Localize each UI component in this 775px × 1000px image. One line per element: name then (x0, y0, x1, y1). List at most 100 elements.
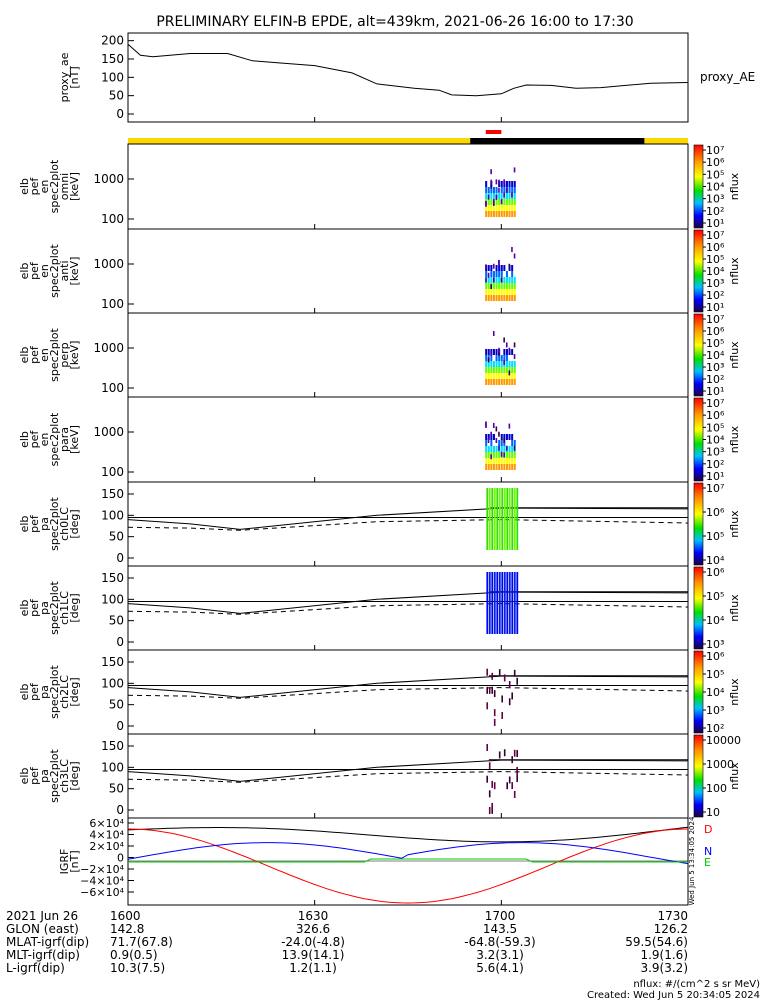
pa_ch2-dash-0-3 (486, 668, 488, 676)
en_anti-pixel-2-5 (490, 265, 493, 271)
en_perp-pixel-1-1 (487, 373, 490, 379)
ylabel-pa_ch2-0: elb (18, 684, 31, 701)
en_perp-dash-9-0 (508, 370, 511, 376)
pa_ch3-cbar-label-0: 10000 (706, 734, 741, 747)
ylabel-pa_ch0-4: ch0LC (58, 507, 71, 541)
ylabel-pa_ch3-0: elb (18, 768, 31, 785)
ylabel-pa_ch0-0: elb (18, 516, 31, 533)
pa_ch0-cbar-title: nflux (728, 510, 741, 538)
en_perp-dash-11-1 (513, 354, 516, 360)
pa_ch3-cbar-label-2: 100 (706, 782, 727, 795)
pa_ch2-dash-6-2 (501, 695, 503, 703)
pa_ch2-dash-3-2 (493, 690, 496, 698)
en_para-pixel-0-5 (485, 434, 488, 440)
pa_ch0-bar-9 (508, 488, 511, 550)
en_omni-dash-4-1 (495, 194, 498, 200)
en_para-dash-7-0 (503, 438, 505, 444)
orbit-cell-0-0: 1600 (110, 909, 141, 923)
en_perp-pixel-0-4 (485, 355, 488, 361)
en_omni-pixel-3-0 (492, 211, 495, 217)
en_para-pixel-11-0 (513, 464, 516, 470)
en_para-pixel-4-0 (495, 464, 498, 470)
en_para-dash-2-1 (490, 431, 492, 437)
en_perp-pixel-5-4 (498, 355, 501, 361)
en_anti-pixel-4-2 (495, 283, 498, 289)
en_omni-cbar-label-1: 10⁶ (706, 156, 725, 169)
pa_ch0-cbar-label-0: 10⁷ (706, 482, 724, 495)
series-line-proxy-ae (127, 43, 689, 97)
en_para-pixel-6-0 (500, 464, 503, 470)
en_perp-pixel-3-0 (492, 379, 495, 385)
en_para-pixel-5-4 (498, 440, 501, 446)
en_perp-pixel-10-5 (511, 349, 514, 355)
pa_ch3-dash-12-0 (516, 750, 518, 758)
ylabel-pa_ch2-4: ch2LC (58, 675, 71, 709)
ylabel-pa_ch0-3: spec2plot (48, 497, 61, 551)
en_perp-pixel-8-4 (505, 355, 508, 361)
en_anti-pixel-9-0 (508, 295, 511, 301)
pa_ch0-bar-6 (501, 488, 504, 550)
en_anti-pixel-10-5 (511, 265, 514, 271)
ylabel-en_omni-1: pef (28, 177, 41, 196)
en_omni-pixel-10-4 (511, 187, 514, 193)
en_para-pixel-6-5 (500, 434, 503, 440)
pa_ch0-ytick-label-0: 150 (101, 487, 124, 501)
en_perp-pixel-2-0 (490, 379, 493, 385)
en_perp-colorbar (693, 313, 704, 397)
en_omni-pixel-5-1 (498, 205, 501, 211)
en_omni-ytick-label-1: 100 (101, 212, 124, 226)
ylabel-en_anti-2: en (38, 264, 51, 278)
en_omni-pixel-10-1 (511, 205, 514, 211)
en_para-pixel-9-0 (508, 464, 511, 470)
pa_ch0-bar-2 (491, 488, 494, 550)
en_omni-cbar-label-0: 10⁷ (706, 144, 724, 157)
en_anti-pixel-6-1 (500, 289, 503, 295)
en_omni-pixel-11-1 (513, 205, 516, 211)
ylabel-pa_ch2-5: [deg] (68, 677, 81, 706)
en_omni-colorbar (693, 144, 704, 229)
pa_ch2-dash-5-2 (498, 669, 501, 677)
en_para-dash-4-1 (495, 438, 498, 444)
en_anti-pixel-3-2 (492, 283, 495, 289)
en_anti-pixel-5-2 (498, 283, 501, 289)
en_para-pixel-3-2 (492, 452, 495, 458)
en_omni-pixel-4-4 (495, 187, 498, 193)
en_para-pixel-9-2 (508, 452, 511, 458)
pa_ch1-cbar-label-0: 10⁶ (706, 566, 725, 579)
igrf-d (127, 828, 689, 904)
ylabel-pa_ch1-2: pa (38, 601, 51, 615)
en_perp-pixel-10-3 (511, 361, 514, 367)
en_perp-dash-5-0 (498, 350, 500, 356)
en_anti-pixel-1-5 (487, 265, 490, 271)
orbit-row-label-1: GLON (east) (6, 922, 79, 936)
igrf-ytick-label-0: 6×10⁴ (89, 817, 124, 830)
en_anti-pixel-7-2 (503, 283, 506, 289)
en_perp-pixel-11-0 (513, 379, 516, 385)
ylabel-igrf-0: IGRF (58, 849, 71, 875)
ylabel-en_para-0: elb (18, 431, 31, 448)
en_omni-dash-8-1 (505, 187, 508, 193)
orbit-cell-1-3: 126.2 (654, 922, 688, 936)
en_perp-pixel-1-5 (487, 349, 490, 355)
orbit-row-label-0: 2021 Jun 26 (6, 909, 78, 923)
igrf-total (127, 826, 689, 843)
pa_ch1-colorbar (693, 566, 704, 650)
en_perp-pixel-2-3 (490, 361, 493, 367)
en_omni-pixel-7-1 (503, 205, 506, 211)
en_anti-pixel-11-3 (513, 277, 516, 283)
en_anti-cbar-label-0: 10⁷ (706, 229, 724, 242)
en_omni-pixel-2-4 (490, 187, 493, 193)
pa_ch1-cbar-label-2: 10⁴ (706, 614, 725, 627)
en_omni-pixel-11-0 (513, 211, 516, 217)
en_omni-pixel-8-3 (505, 193, 508, 199)
en_anti-pixel-8-3 (505, 277, 508, 283)
pa_ch2-dash-0-2 (486, 686, 488, 694)
ylabel-igrf-1: [nT] (68, 850, 81, 872)
en_perp-cbar-label-4: 10³ (706, 361, 724, 374)
en_perp-pixel-3-3 (492, 361, 495, 367)
en_omni-pixel-4-1 (495, 205, 498, 211)
en_anti-dash-0-2 (485, 277, 487, 283)
footer-created: Created: Wed Jun 5 20:34:05 2024 (587, 990, 760, 1000)
ylabel-pa_ch3-4: ch3LC (58, 759, 71, 793)
panel-frame-pa_ch1 (127, 565, 689, 651)
